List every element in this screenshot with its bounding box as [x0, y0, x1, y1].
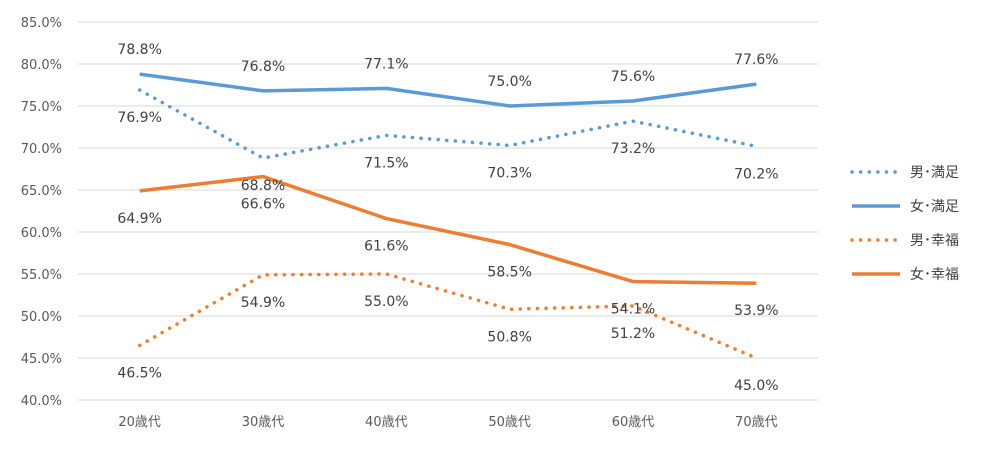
data-label: 68.8% [241, 178, 285, 194]
y-tick-label: 70.0% [21, 142, 62, 157]
y-tick-label: 50.0% [21, 310, 62, 325]
y-tick-label: 75.0% [21, 100, 62, 115]
data-label: 66.6% [241, 197, 285, 213]
data-label: 77.6% [734, 52, 778, 68]
data-label: 54.9% [241, 295, 285, 311]
data-label: 70.2% [734, 166, 778, 182]
x-tick-label: 40歳代 [365, 415, 408, 430]
x-tick-label: 20歳代 [118, 415, 161, 430]
data-label: 76.9% [117, 110, 161, 126]
data-label: 51.2% [611, 326, 655, 342]
x-tick-label: 60歳代 [612, 415, 655, 430]
gridlines [78, 21, 818, 401]
legend-label: 女･満足 [910, 198, 959, 215]
series-line [139, 72, 757, 108]
data-label: 77.1% [364, 56, 408, 72]
data-labels: 76.9% 68.8% 71.5% 70.3% 73.2% 70.2% 78.8% 76.8%… [117, 42, 778, 394]
data-label: 50.8% [487, 329, 531, 345]
y-tick-label: 45.0% [21, 352, 62, 367]
data-label: 54.1% [611, 302, 655, 318]
data-label: 45.0% [734, 378, 778, 394]
data-label: 71.5% [364, 155, 408, 171]
x-axis-tick-labels: 20歳代 30歳代 40歳代 50歳代 60歳代 70歳代 [118, 415, 777, 430]
data-label: 75.0% [487, 74, 531, 90]
y-tick-label: 80.0% [21, 58, 62, 73]
y-tick-label: 85.0% [21, 16, 62, 31]
data-label: 76.8% [241, 59, 285, 75]
data-label: 64.9% [117, 211, 161, 227]
data-label: 75.6% [611, 69, 655, 85]
y-tick-label: 40.0% [21, 394, 62, 409]
y-tick-label: 60.0% [21, 226, 62, 241]
x-tick-label: 30歳代 [242, 415, 285, 430]
y-axis-tick-labels: 40.0% 45.0% 50.0% 55.0% 60.0% 65.0% 70.0% 75.0%… [21, 16, 62, 409]
data-label: 73.2% [611, 141, 655, 157]
data-label: 53.9% [734, 303, 778, 319]
series-line [139, 174, 757, 285]
legend: 男･満足女･満足男･幸福女･幸福 [850, 165, 959, 283]
series-line [137, 88, 759, 160]
legend-label: 女･幸福 [910, 266, 959, 283]
x-tick-label: 70歳代 [735, 415, 778, 430]
data-label: 58.5% [487, 265, 531, 281]
y-tick-label: 65.0% [21, 184, 62, 199]
data-label: 55.0% [364, 294, 408, 310]
y-tick-label: 55.0% [21, 268, 62, 283]
legend-label: 男･幸福 [910, 233, 959, 249]
legend-label: 男･満足 [910, 165, 959, 181]
data-label: 61.6% [364, 239, 408, 255]
x-tick-label: 50歳代 [488, 415, 531, 430]
data-label: 70.3% [487, 165, 531, 181]
data-label: 46.5% [117, 365, 161, 381]
data-label: 78.8% [117, 42, 161, 58]
series-lines [137, 72, 759, 360]
